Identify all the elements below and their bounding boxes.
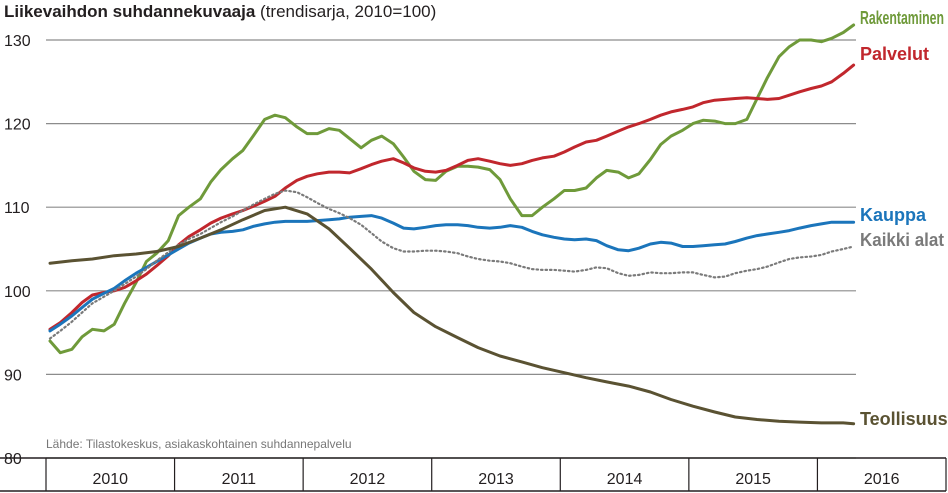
x-tick-label: 2015	[735, 471, 771, 488]
series-label-rakentaminen: Rakentaminen	[860, 8, 944, 28]
series-label-kauppa: Kauppa	[860, 205, 927, 225]
x-axis: 2010 2011 2012 2013 2014 2015 2016	[0, 457, 947, 492]
source-note: Lähde: Tilastokeskus, asiakaskohtainen s…	[46, 437, 352, 451]
y-tick-label: 130	[4, 33, 31, 50]
series-line-kaikki-alat	[48, 189, 855, 340]
y-tick-label: 100	[4, 284, 31, 301]
y-axis-ticks: 80 90 100 110 120 130	[4, 33, 31, 468]
series-line-teollisuus	[48, 205, 856, 426]
x-tick-label: 2011	[222, 471, 257, 488]
x-tick-label: 2014	[607, 471, 643, 488]
x-tick-label: 2016	[864, 471, 900, 488]
x-tick-label: 2010	[92, 471, 128, 488]
series-labels: Rakentaminen Palvelut Kauppa Kaikki alat Teo…	[860, 8, 948, 429]
y-tick-label: 120	[4, 117, 31, 134]
series-line-rakentaminen	[48, 23, 856, 355]
x-tick-label: 2012	[350, 471, 386, 488]
chart-title-main: Liikevaihdon suhdannekuvaaja	[4, 2, 256, 21]
chart-subtitle: (trendisarja, 2010=100)	[260, 2, 437, 21]
chart-title: Liikevaihdon suhdannekuvaaja (trendisarj…	[4, 2, 436, 22]
x-tick-label: 2013	[478, 471, 514, 488]
y-tick-label: 90	[4, 367, 22, 384]
y-tick-label: 80	[4, 451, 22, 468]
y-tick-label: 110	[4, 200, 30, 217]
series-lines	[48, 23, 856, 426]
series-label-palvelut: Palvelut	[860, 44, 929, 64]
series-line-palvelut	[48, 63, 856, 331]
series-label-kaikki-alat: Kaikki alat	[860, 230, 944, 250]
series-label-teollisuus: Teollisuus	[860, 409, 948, 429]
